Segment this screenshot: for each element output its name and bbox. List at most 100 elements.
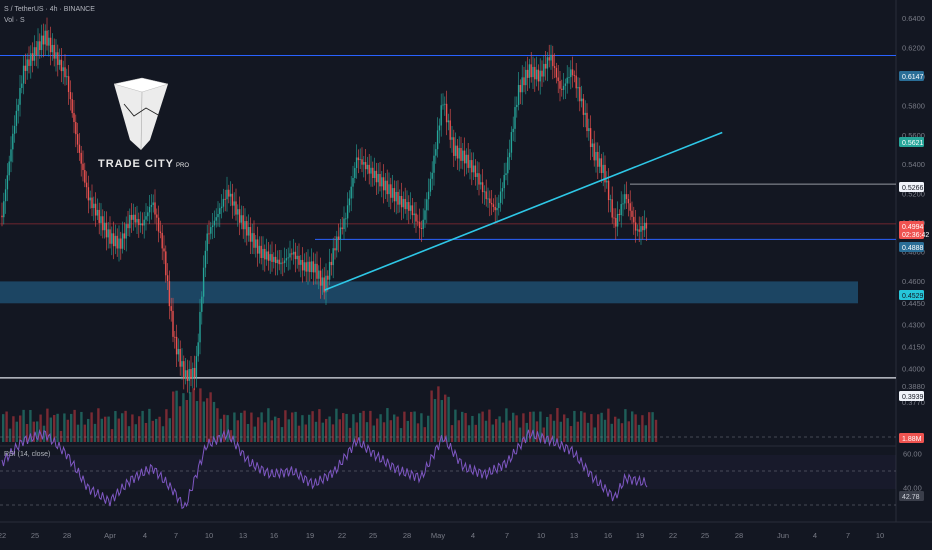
candle-bullish [26, 59, 28, 71]
candle-bullish [107, 229, 109, 238]
volume-bar [331, 424, 335, 442]
volume-bar [501, 422, 505, 442]
candle-bullish [152, 202, 154, 205]
volume-bar [396, 416, 399, 442]
logo-emblem-body [114, 78, 168, 150]
volume-bar [257, 417, 260, 442]
candle-bearish [337, 236, 340, 240]
candle-bearish [42, 35, 45, 45]
candle-bullish [201, 296, 203, 312]
candle-bearish [94, 203, 97, 216]
candle-bullish [197, 342, 199, 357]
volume-bar [287, 419, 290, 442]
candle-bullish [237, 209, 239, 215]
candle-bearish [159, 231, 162, 234]
volume-bar [253, 426, 256, 442]
candle-bearish [75, 122, 77, 135]
volume-bar [178, 406, 182, 442]
candle-bullish [381, 177, 383, 187]
rsi-tick-label: 60.00 [903, 450, 922, 459]
price-tick-label: 0.4150 [902, 343, 925, 352]
candle-bearish [364, 162, 367, 170]
candle-bearish [645, 222, 648, 229]
candle-bullish [422, 219, 424, 229]
volume-bar [131, 414, 134, 442]
candle-bearish [534, 66, 536, 80]
candle-bearish [604, 164, 606, 183]
time-axis-label: Jun [777, 531, 789, 540]
volume-bar [399, 428, 403, 442]
volume-bar [386, 408, 389, 442]
symbol-title[interactable]: S / TetherUS · 4h · BINANCE [4, 6, 95, 13]
candle-bullish [606, 180, 608, 183]
candle-bearish [172, 310, 174, 337]
candle-bullish [62, 67, 64, 72]
candle-bullish [307, 261, 309, 272]
candle-bearish [291, 253, 293, 255]
volume-bar [573, 410, 576, 442]
volume-bar [314, 421, 318, 442]
candle-bearish [415, 213, 417, 222]
candle-bearish [625, 194, 628, 199]
volume-bar [576, 421, 579, 442]
volume-bar [566, 418, 569, 442]
volume-label[interactable]: Vol · S [4, 17, 25, 24]
volume-bar [195, 401, 199, 442]
candle-bullish [262, 248, 264, 258]
candle-bullish [12, 133, 14, 150]
time-axis-label: 16 [604, 531, 612, 540]
candle-bullish [427, 191, 430, 200]
candle-bullish [388, 184, 390, 195]
volume-bar [229, 430, 233, 442]
candle-bullish [507, 157, 509, 174]
candle-bearish [494, 206, 496, 211]
price-tick-label: 0.4600 [902, 277, 925, 286]
candle-bearish [179, 348, 181, 367]
candle-bullish [339, 227, 342, 240]
volume-bar [532, 411, 535, 442]
candle-bearish [460, 148, 462, 161]
candle-bullish [512, 128, 514, 133]
volume-bar [464, 413, 467, 442]
volume-bar [19, 415, 22, 442]
candle-bullish [528, 64, 531, 78]
candle-bearish [330, 261, 333, 266]
candle-bearish [35, 47, 37, 56]
volume-bar [36, 421, 39, 442]
candle-bullish [354, 168, 356, 178]
candle-bullish [184, 370, 187, 379]
time-axis-label: 7 [846, 531, 850, 540]
volume-bar [433, 399, 437, 442]
volume-bar [369, 410, 372, 442]
candle-bullish [40, 35, 43, 51]
volume-bar [586, 422, 590, 442]
time-axis-label: May [431, 531, 445, 540]
volume-bar [63, 413, 66, 442]
candle-bearish [235, 201, 237, 215]
candle-bearish [323, 277, 325, 293]
tradecity-logo-icon [113, 77, 169, 151]
candle-bullish [314, 263, 316, 273]
candle-bullish [148, 206, 151, 213]
candle-bullish [517, 85, 520, 105]
volume-bar [648, 412, 651, 442]
candle-bullish [348, 198, 351, 206]
candle-bearish [597, 151, 599, 167]
candle-bullish [447, 120, 450, 123]
rsi-label[interactable]: RSI (14, close) [4, 451, 51, 458]
candle-bullish [359, 159, 361, 161]
price-badge: 0.4888 [902, 245, 924, 252]
candle-bullish [370, 167, 372, 174]
volume-bar [542, 427, 545, 442]
volume-bar [212, 401, 216, 442]
candle-bearish [130, 214, 133, 220]
volume-bar [311, 411, 314, 442]
volume-bar [406, 420, 409, 442]
candle-bearish [274, 256, 277, 264]
candle-bullish [145, 216, 147, 220]
volume-bar [450, 425, 454, 442]
candle-bearish [163, 248, 165, 252]
volume-bar [263, 422, 267, 442]
volume-bar [141, 410, 144, 442]
